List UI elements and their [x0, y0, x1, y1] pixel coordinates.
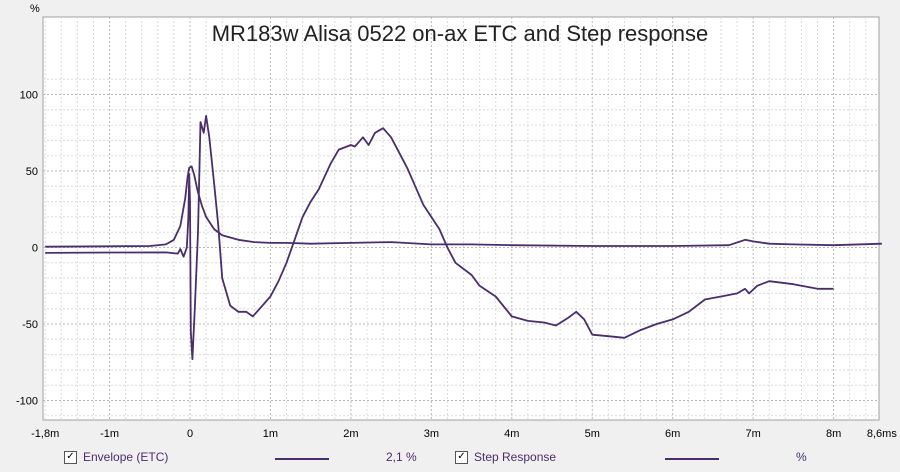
legend-label-step: Step Response — [474, 450, 557, 464]
chart-title: MR183w Alisa 0522 on-ax ETC and Step res… — [212, 21, 709, 46]
y-tick-label: -100 — [16, 396, 38, 408]
legend-value-step: % — [796, 450, 807, 464]
x-tick-label: 8,6ms — [867, 428, 897, 440]
legend-swatch-step — [665, 458, 719, 460]
legend-bar: ✓ Envelope (ETC) 2,1 % ✓ Step Response % — [0, 448, 900, 470]
envelope-checkbox[interactable]: ✓ — [64, 450, 77, 464]
y-tick-label: 0 — [32, 243, 38, 255]
legend-item-envelope[interactable]: ✓ Envelope (ETC) — [64, 450, 168, 464]
x-tick-label: 3m — [424, 428, 439, 440]
y-tick-labels: 100 50 0 -50 -100 — [16, 90, 38, 408]
legend-label-envelope: Envelope (ETC) — [83, 450, 169, 464]
chart-area: 100 50 0 -50 -100 -1,8m -1m 0 1m 2m 3m 4m 5m 6m 7m 8m 8… — [16, 3, 897, 440]
series-line-step-response — [45, 115, 834, 361]
step-checkbox[interactable]: ✓ — [455, 450, 468, 464]
y-unit-label: % — [30, 3, 40, 15]
x-tick-label: 6m — [665, 428, 680, 440]
y-tick-label: 50 — [26, 166, 38, 178]
legend-item-step[interactable]: ✓ Step Response — [455, 450, 556, 464]
y-tick-label: -50 — [22, 319, 38, 331]
x-tick-label: 5m — [585, 428, 600, 440]
y-tick-label: 100 — [20, 90, 38, 102]
x-tick-label: 2m — [343, 428, 358, 440]
x-tick-label: 1m — [263, 428, 278, 440]
x-tick-labels: -1,8m -1m 0 1m 2m 3m 4m 5m 6m 7m 8m 8,6ms — [31, 428, 897, 440]
series-line-envelope — [45, 165, 882, 248]
legend-swatch-envelope — [275, 458, 329, 460]
legend-value-envelope: 2,1 % — [386, 450, 417, 464]
series-layer — [45, 115, 882, 361]
x-tick-label: -1m — [100, 428, 119, 440]
x-tick-label: 7m — [746, 428, 761, 440]
x-tick-label: 4m — [504, 428, 519, 440]
x-tick-label: 0 — [187, 428, 193, 440]
x-tick-label: 8m — [826, 428, 841, 440]
x-tick-label: -1,8m — [31, 428, 59, 440]
